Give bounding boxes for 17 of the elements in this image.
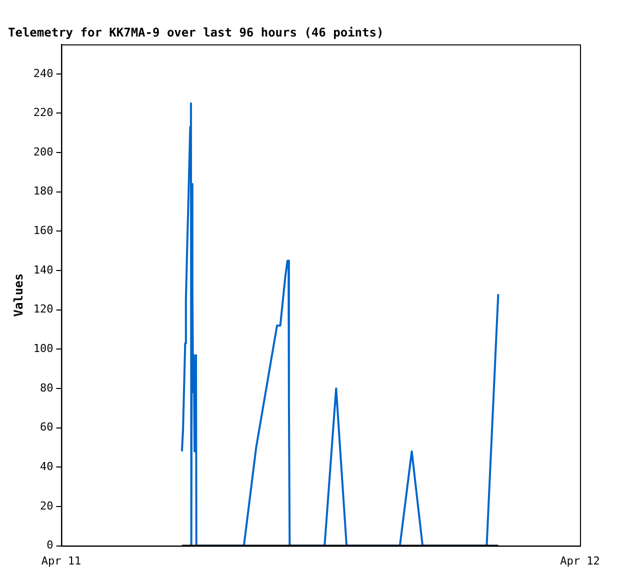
chart-title: Telemetry for KK7MA-9 over last 96 hours (46 points)	[8, 25, 384, 40]
x-tick-label: Apr 11	[41, 554, 82, 568]
y-axis-title: Values	[11, 273, 26, 317]
y-tick-label: 0	[46, 538, 54, 552]
y-tick-label: 140	[33, 263, 54, 276]
x-tick-label: Apr 12	[560, 554, 600, 568]
y-tick-label: 100	[33, 342, 54, 356]
y-tick-label: 40	[40, 460, 54, 474]
y-tick-label: 160	[33, 224, 54, 238]
y-tick-label: 240	[33, 66, 54, 80]
y-tick-label: 200	[33, 145, 54, 158]
y-tick-label: 120	[33, 302, 54, 316]
y-tick-label: 60	[40, 420, 54, 434]
y-tick-label: 80	[40, 381, 54, 394]
y-tick-label: 180	[33, 184, 54, 198]
y-tick-label: 20	[40, 499, 54, 512]
y-tick-label: 220	[33, 106, 54, 120]
